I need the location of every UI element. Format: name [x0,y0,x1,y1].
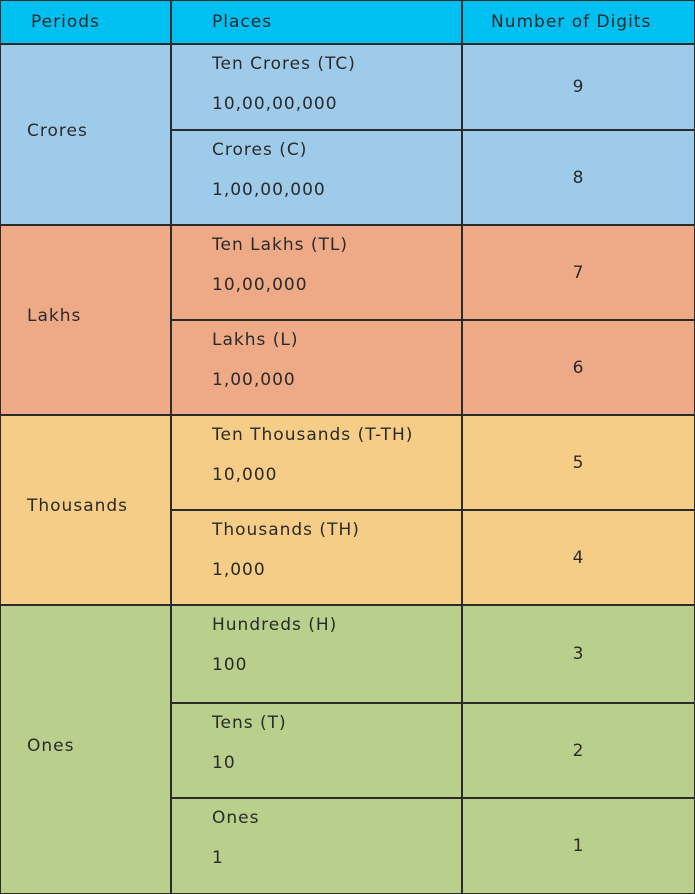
header-text: Periods [31,12,100,32]
place-cell: Hundreds (H) 100 [171,605,462,703]
digits-cell: 9 [462,44,695,130]
place-cell: Crores (C) 1,00,00,000 [171,130,462,225]
digits-cell: 8 [462,130,695,225]
period-cell: Ones [0,605,171,894]
digits-cell: 3 [462,605,695,703]
place-name: Hundreds (H) [212,615,338,635]
place-cell: Ones 1 [171,798,462,894]
place-value: 1 [212,848,224,868]
digits: 4 [572,547,585,568]
digits: 8 [572,167,585,188]
period-name: Thousands [27,496,129,516]
digits-cell: 7 [462,225,695,320]
place-cell: Ten Thousands (T-TH) 10,000 [171,415,462,510]
digits: 5 [572,452,585,473]
digits-cell: 4 [462,510,695,605]
header-cell: Number of Digits [462,0,695,44]
period-cell: Crores [0,44,171,225]
digits: 3 [572,644,585,664]
place-name: Thousands (TH) [212,520,360,540]
period-name: Ones [27,735,75,756]
period-cell: Thousands [0,415,171,605]
digits: 1 [572,836,585,856]
place-name: Ones [212,808,260,828]
place-value: 10,000 [212,465,278,485]
header-text: Number of Digits [491,12,652,32]
place-cell: Ten Crores (TC) 10,00,00,000 [171,44,462,130]
digits-cell: 6 [462,320,695,415]
digits: 6 [572,357,585,378]
header-cell: Places [171,0,462,44]
place-name: Tens (T) [212,713,287,733]
period-name: Lakhs [27,306,82,326]
digits: 2 [572,740,585,761]
place-value: 1,000 [212,560,266,580]
place-cell: Tens (T) 10 [171,703,462,798]
place-value: 10,00,00,000 [212,94,338,114]
place-cell: Ten Lakhs (TL) 10,00,000 [171,225,462,320]
digits: 7 [572,262,585,283]
header-cell: Periods [0,0,171,44]
place-value: 100 [212,655,248,675]
period-cell: Lakhs [0,225,171,415]
place-name: Lakhs (L) [212,330,299,350]
place-name: Ten Thousands (T-TH) [212,425,414,445]
digits-cell: 2 [462,703,695,798]
place-value: 10,00,000 [212,275,308,295]
place-value: 1,00,000 [212,370,296,390]
place-value: 1,00,00,000 [212,180,326,200]
digits: 9 [572,77,585,97]
place-name: Crores (C) [212,140,308,160]
place-name: Ten Lakhs (TL) [212,235,349,255]
period-name: Crores [27,120,88,141]
place-cell: Lakhs (L) 1,00,000 [171,320,462,415]
place-value: 10 [212,753,236,773]
digits-cell: 1 [462,798,695,894]
place-name: Ten Crores (TC) [212,54,356,74]
digits-cell: 5 [462,415,695,510]
header-text: Places [212,12,273,32]
place-cell: Thousands (TH) 1,000 [171,510,462,605]
